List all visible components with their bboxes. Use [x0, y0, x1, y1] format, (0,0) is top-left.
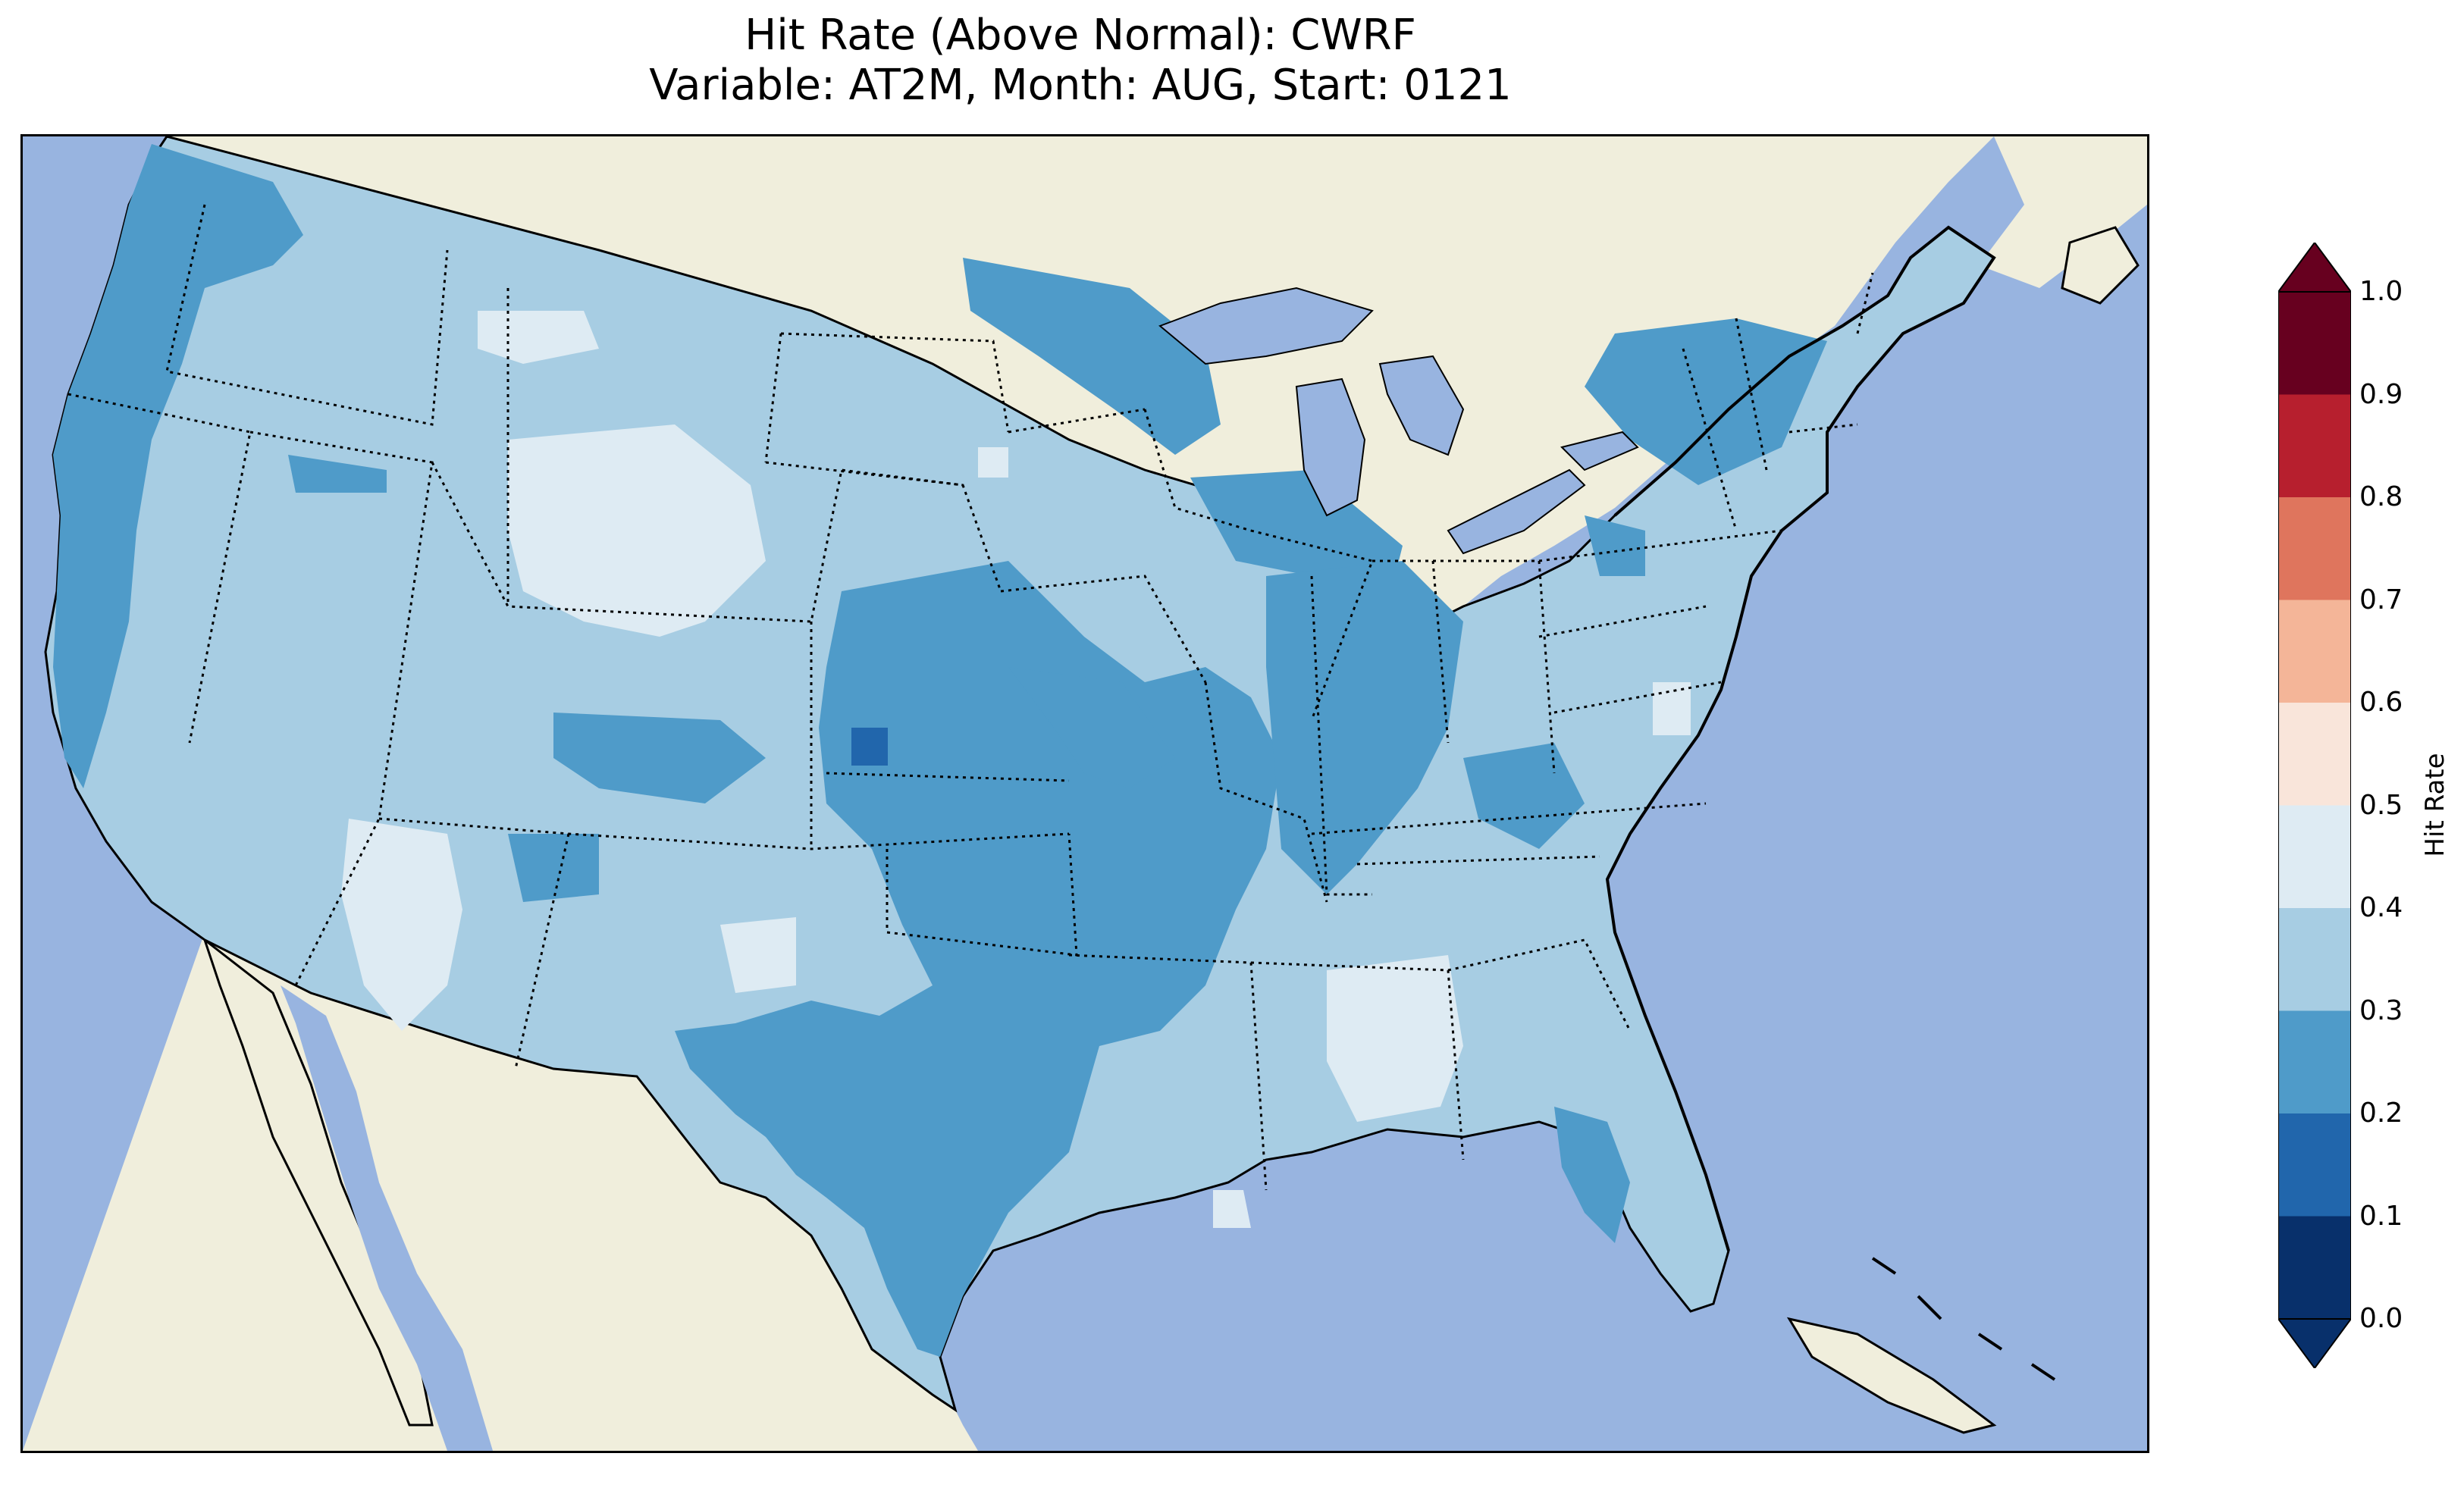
chart-title: Hit Rate (Above Normal): CWRF Variable: … [0, 11, 2161, 111]
colorbar-bin-0-0.1 [2278, 1216, 2351, 1319]
colorbar-tick-label: 0.0 [2359, 1303, 2403, 1334]
title-line-2: Variable: AT2M, Month: AUG, Start: 0121 [649, 61, 1512, 110]
colorbar-bin-0.6-0.7 [2278, 600, 2351, 703]
colorbar-bin-0.8-0.9 [2278, 394, 2351, 497]
colorbar-tick-label: 0.5 [2359, 789, 2403, 821]
colorbar-bin-0.5-0.6 [2278, 703, 2351, 806]
colorbar-tick-label: 0.1 [2359, 1200, 2403, 1232]
hit-rate-0.2-0.3-regions [53, 144, 1827, 1357]
state-borders [67, 204, 1874, 1191]
colorbar-tick-label: 0.8 [2359, 481, 2403, 512]
colorbar-bin-0.7-0.8 [2278, 497, 2351, 600]
colorbar-tick-label: 0.4 [2359, 892, 2403, 923]
gulf-of-california [281, 985, 493, 1451]
colorbar-tick-label: 0.6 [2359, 687, 2403, 718]
hit-rate-0.1-0.2-patch [851, 728, 888, 766]
great-lakes [1158, 287, 1639, 555]
hit-rate-0.4-0.5-regions [341, 311, 1691, 1228]
colorbar-bin-0.4-0.5 [2278, 805, 2351, 908]
colorbar [2278, 243, 2351, 1368]
colorbar-tick-label: 1.0 [2359, 276, 2403, 307]
colorbar-lower-extension [2278, 1319, 2351, 1368]
colorbar-bin-0.9-1 [2278, 292, 2351, 395]
colorbar-upper-extension [2278, 243, 2351, 292]
colorbar-tick-label: 0.7 [2359, 584, 2403, 615]
colorbar-bin-0.2-0.3 [2278, 1010, 2351, 1113]
colorbar-label: Hit Rate [2420, 753, 2450, 857]
colorbar-bin-0.1-0.2 [2278, 1113, 2351, 1217]
bahamas-land [1871, 1257, 2056, 1381]
baja-land [202, 936, 434, 1427]
newfoundland-land [2061, 226, 2140, 305]
colorbar-tick-label: 0.2 [2359, 1098, 2403, 1129]
cuba-land [1786, 1317, 1997, 1434]
colorbar-bin-0.3-0.4 [2278, 908, 2351, 1011]
maritimes-land [1979, 136, 2147, 288]
colorbar-tick-label: 0.9 [2359, 378, 2403, 410]
coastline [1605, 225, 1996, 1251]
colorbar-tick-label: 0.3 [2359, 994, 2403, 1026]
map-panel [20, 134, 2149, 1453]
title-line-1: Hit Rate (Above Normal): CWRF [745, 11, 1416, 60]
